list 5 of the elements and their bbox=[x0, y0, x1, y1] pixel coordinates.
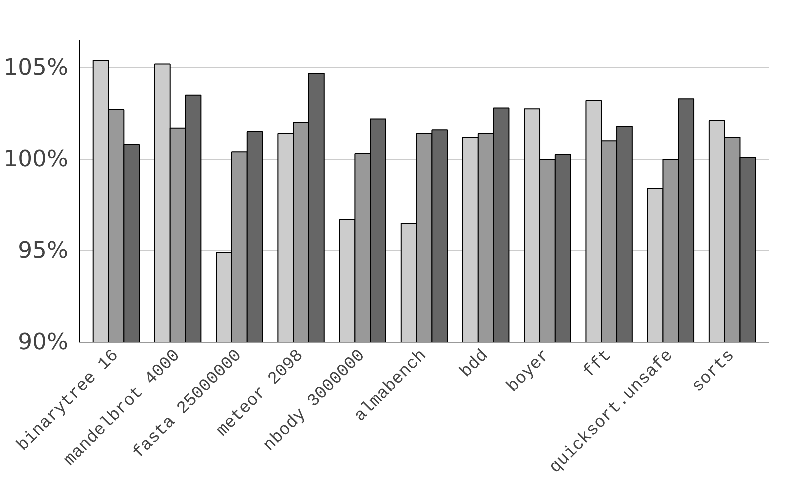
y-tick-label: 95% bbox=[18, 238, 68, 264]
y-tick-label: 105% bbox=[4, 54, 69, 81]
y-tick-label: 100% bbox=[4, 146, 69, 172]
y-tick-label: 90% bbox=[18, 330, 68, 356]
x-tick-label: bdd bbox=[457, 346, 493, 382]
